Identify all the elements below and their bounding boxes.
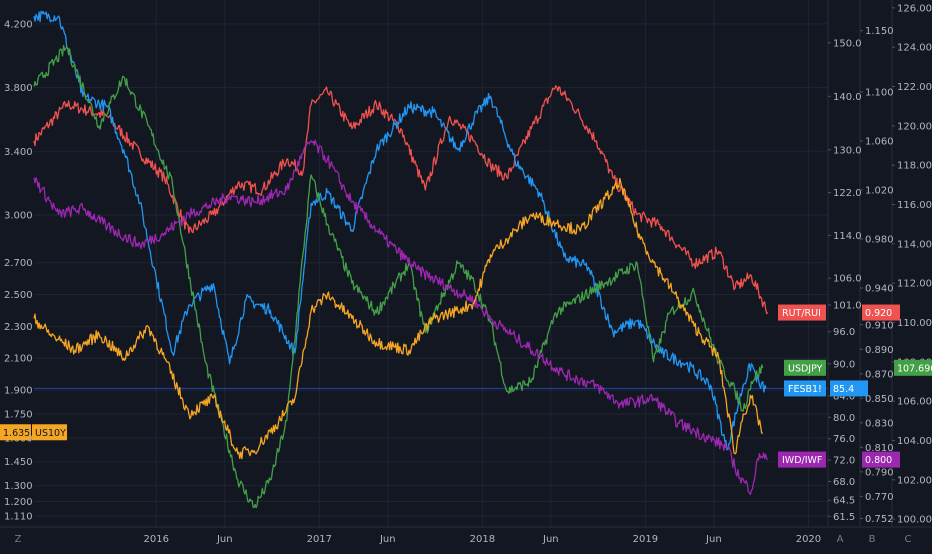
x-tick-label: 2016 bbox=[144, 534, 169, 545]
x-tick-label: Jun bbox=[705, 534, 722, 545]
left-axis-label: 1.900 bbox=[4, 386, 33, 397]
axis-b-label: 0.770 bbox=[865, 492, 894, 503]
axis-a-label: 72.0 bbox=[833, 456, 855, 467]
axis-a-label: 90.0 bbox=[833, 359, 855, 370]
axis-b-label: 0.870 bbox=[865, 369, 894, 380]
last-value-badge-us10y bbox=[0, 424, 31, 441]
left-axis-label: 2.300 bbox=[4, 322, 33, 333]
last-value-badge-usdjpy bbox=[894, 359, 932, 376]
series-tag-us10y bbox=[32, 424, 67, 441]
axis-b-label: 1.150 bbox=[865, 26, 894, 37]
x-tick-label: 2020 bbox=[796, 534, 821, 545]
x-tick-label: 2019 bbox=[633, 534, 658, 545]
bottom-axis-button-a[interactable]: A bbox=[837, 534, 844, 545]
axis-c-label: 110.000 bbox=[897, 318, 932, 329]
axis-b-label: 0.890 bbox=[865, 345, 894, 356]
axis-a-label: 130.0 bbox=[833, 145, 862, 156]
last-value-badge-iwd-iwf bbox=[862, 451, 900, 468]
axis-c-label: 114.000 bbox=[897, 239, 932, 250]
axis-a-label: 68.0 bbox=[833, 477, 855, 488]
axis-a-label: 61.5 bbox=[833, 512, 855, 523]
axis-a-label: 84.0 bbox=[833, 391, 855, 402]
series-name-fesb1-: FESB1! bbox=[788, 384, 822, 395]
series-tag-rut-rui bbox=[778, 304, 826, 321]
axis-a-label: 114.0 bbox=[833, 231, 862, 242]
series-line-usdjpy bbox=[33, 44, 764, 509]
axis-a-label: 96.0 bbox=[833, 327, 855, 338]
x-tick-label: Jun bbox=[379, 534, 396, 545]
axis-b-label: 0.810 bbox=[865, 443, 894, 454]
series-name-usdjpy: USDJPY bbox=[788, 363, 823, 374]
axis-b-label: 0.850 bbox=[865, 394, 894, 405]
left-axis-label: 3.400 bbox=[4, 147, 33, 158]
series-name-rut-rui: RUT/RUI bbox=[782, 308, 821, 319]
axis-a-label: 150.0 bbox=[833, 38, 862, 49]
left-axis-label: 2.100 bbox=[4, 354, 33, 365]
axis-c-label: 120.000 bbox=[897, 121, 932, 132]
last-value-text-fesb1-: 85.4 bbox=[833, 384, 854, 395]
axis-b-label: 0.830 bbox=[865, 418, 894, 429]
left-axis-label: 1.200 bbox=[4, 497, 33, 508]
left-axis-label: 2.500 bbox=[4, 290, 33, 301]
series-name-iwd-iwf: IWD/IWF bbox=[782, 455, 822, 466]
bottom-axis-button-b[interactable]: B bbox=[869, 534, 876, 545]
series-name-us10y: US10Y bbox=[35, 428, 66, 439]
axis-c-label: 116.000 bbox=[897, 200, 932, 211]
axis-b-label: 1.020 bbox=[865, 185, 894, 196]
plot-area bbox=[34, 0, 828, 527]
axis-b-label: 0.752 bbox=[865, 514, 894, 525]
series-line-us10y bbox=[33, 177, 763, 460]
left-axis-label: 2.700 bbox=[4, 258, 33, 269]
left-axis-label: 1.450 bbox=[4, 457, 33, 468]
axis-b-label: 0.980 bbox=[865, 234, 894, 245]
last-value-text-usdjpy: 107.696 bbox=[897, 363, 932, 374]
axis-c-label: 106.000 bbox=[897, 397, 932, 408]
left-axis-label: 1.110 bbox=[4, 511, 33, 522]
last-value-text-us10y: 1.635 bbox=[3, 428, 30, 439]
axis-b-label: 1.060 bbox=[865, 136, 894, 147]
axis-a-label: 122.0 bbox=[833, 188, 862, 199]
left-axis-label: 3.800 bbox=[4, 83, 33, 94]
axis-a-label: 106.0 bbox=[833, 274, 862, 285]
x-tick-label: Jun bbox=[542, 534, 559, 545]
x-tick-label: 2018 bbox=[470, 534, 495, 545]
axis-a-label: 140.0 bbox=[833, 92, 862, 103]
axis-b-label: 1.100 bbox=[865, 87, 894, 98]
last-value-text-iwd-iwf: 0.800 bbox=[865, 455, 892, 466]
series-tag-fesb1- bbox=[784, 380, 826, 397]
axis-b-label: 0.910 bbox=[865, 320, 894, 331]
last-value-badge-rut-rui bbox=[862, 304, 900, 321]
axis-c-label: 104.000 bbox=[897, 436, 932, 447]
axis-c-label: 100.000 bbox=[897, 515, 932, 526]
left-axis-label: 3.000 bbox=[4, 210, 33, 221]
axis-c-label: 102.000 bbox=[897, 475, 932, 486]
series-tag-iwd-iwf bbox=[778, 451, 826, 468]
series-line-iwd-iwf bbox=[33, 139, 769, 496]
axis-a-label: 64.5 bbox=[833, 496, 855, 507]
axis-a-label: 76.0 bbox=[833, 434, 855, 445]
axis-c-label: 112.000 bbox=[897, 279, 932, 290]
last-value-badge-fesb1- bbox=[830, 380, 868, 397]
left-axis-label: 1.750 bbox=[4, 409, 33, 420]
axis-c-label: 118.000 bbox=[897, 161, 932, 172]
bottom-axis-button-z[interactable]: Z bbox=[15, 534, 22, 545]
x-tick-label: Jun bbox=[216, 534, 233, 545]
left-axis-label: 1.300 bbox=[4, 481, 33, 492]
bottom-axis-button-c[interactable]: C bbox=[905, 534, 912, 545]
series-tag-usdjpy bbox=[784, 359, 826, 376]
series-line-rut-rui bbox=[33, 85, 769, 315]
last-value-text-rut-rui: 0.920 bbox=[865, 308, 892, 319]
axis-a-label: 80.0 bbox=[833, 413, 855, 424]
left-axis-label: 4.200 bbox=[4, 19, 33, 30]
axis-a-label: 101.0 bbox=[833, 300, 862, 311]
axis-c-label: 122.000 bbox=[897, 82, 932, 93]
axis-c-label: 126.000 bbox=[897, 3, 932, 14]
x-tick-label: 2017 bbox=[307, 534, 332, 545]
series-line-fesb1- bbox=[33, 10, 767, 451]
axis-b-label: 0.790 bbox=[865, 467, 894, 478]
axis-c-label: 124.000 bbox=[897, 43, 932, 54]
axis-b-label: 0.940 bbox=[865, 284, 894, 295]
